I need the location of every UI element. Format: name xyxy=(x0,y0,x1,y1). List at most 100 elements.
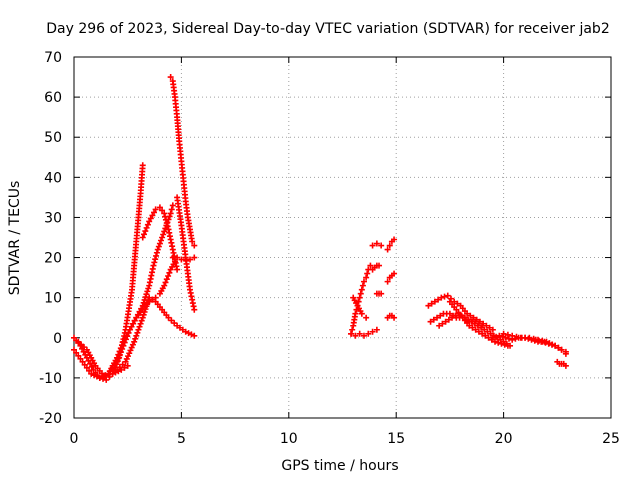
data-point xyxy=(489,326,496,333)
data-point xyxy=(139,234,146,241)
data-point xyxy=(165,273,172,280)
y-tick-label: 20 xyxy=(44,251,62,267)
data-point xyxy=(447,295,454,302)
series-track-11 xyxy=(350,294,370,321)
data-point xyxy=(156,240,163,247)
data-point xyxy=(431,298,438,305)
data-point xyxy=(495,339,502,346)
axis-ticks: 0 5 10 15 20 25 -20 -10 0 10 20 30 40 50 60 70 xyxy=(39,50,620,447)
data-point xyxy=(81,361,88,368)
data-point xyxy=(191,306,198,313)
series-track-8 xyxy=(113,294,198,373)
data-point xyxy=(446,310,453,317)
data-point xyxy=(140,311,147,318)
data-point xyxy=(363,274,370,281)
data-point xyxy=(83,364,90,371)
data-point xyxy=(155,243,162,250)
data-point xyxy=(144,300,151,307)
data-point xyxy=(363,314,370,321)
data-point xyxy=(434,314,441,321)
data-point xyxy=(152,256,159,263)
data-point xyxy=(486,324,493,331)
data-point xyxy=(378,290,385,297)
data-point xyxy=(509,332,516,339)
data-point xyxy=(369,242,376,249)
data-point xyxy=(141,231,148,238)
data-point xyxy=(134,311,141,318)
data-point xyxy=(131,317,138,324)
x-tick-label: 20 xyxy=(495,431,513,447)
data-point xyxy=(466,322,473,329)
data-point xyxy=(120,338,127,345)
data-point xyxy=(536,337,543,344)
data-point xyxy=(134,329,141,336)
data-point xyxy=(471,320,478,327)
data-point xyxy=(147,215,154,222)
data-point xyxy=(505,335,512,342)
data-marks xyxy=(71,74,569,383)
data-point xyxy=(348,330,355,337)
data-point xyxy=(562,362,569,369)
data-point xyxy=(149,212,156,219)
y-tick-label: 0 xyxy=(53,331,62,347)
series-track-1 xyxy=(71,162,146,383)
x-tick-label: 15 xyxy=(387,431,405,447)
data-point xyxy=(167,210,174,217)
data-point xyxy=(144,288,151,295)
chart-title: Day 296 of 2023, Sidereal Day-to-day VTE… xyxy=(46,21,609,37)
data-point xyxy=(475,328,482,335)
series-track-12 xyxy=(348,326,380,339)
data-point xyxy=(138,317,145,324)
data-point xyxy=(161,228,168,235)
data-point xyxy=(79,358,86,365)
data-point xyxy=(391,270,398,277)
data-point xyxy=(558,346,565,353)
data-point xyxy=(125,329,132,336)
data-point xyxy=(358,310,365,317)
data-point xyxy=(349,326,356,333)
data-point xyxy=(360,332,367,339)
y-tick-label: 50 xyxy=(44,130,62,146)
data-point xyxy=(118,366,125,373)
data-point xyxy=(86,367,93,374)
data-point xyxy=(504,331,511,338)
data-point xyxy=(117,345,124,352)
data-point xyxy=(501,341,508,348)
data-point xyxy=(143,291,150,298)
data-point xyxy=(151,259,158,266)
data-point xyxy=(548,341,555,348)
y-tick-label: 30 xyxy=(44,210,62,226)
data-point xyxy=(425,302,432,309)
data-point xyxy=(386,242,393,249)
data-point xyxy=(143,303,150,310)
data-point xyxy=(136,308,143,315)
data-point xyxy=(427,318,434,325)
data-point xyxy=(145,297,152,304)
data-point xyxy=(116,348,123,355)
series-track-14 xyxy=(369,240,385,249)
data-point xyxy=(186,256,193,263)
data-point xyxy=(128,323,135,330)
data-point xyxy=(357,290,364,297)
data-point xyxy=(500,330,507,337)
data-point xyxy=(449,314,456,321)
data-point xyxy=(499,333,506,340)
data-point xyxy=(356,294,363,301)
series-track-26 xyxy=(554,358,569,369)
data-point xyxy=(153,252,160,259)
data-point xyxy=(437,312,444,319)
data-point xyxy=(464,310,471,317)
data-point xyxy=(101,372,108,379)
data-point xyxy=(481,326,488,333)
series-track-16 xyxy=(384,236,398,253)
data-point xyxy=(191,242,198,249)
data-point xyxy=(555,344,562,351)
data-point xyxy=(143,224,150,231)
grid xyxy=(74,57,611,418)
data-point xyxy=(365,330,372,337)
data-point xyxy=(166,269,173,276)
data-point xyxy=(472,326,479,333)
data-point xyxy=(467,312,474,319)
data-point xyxy=(154,246,161,253)
